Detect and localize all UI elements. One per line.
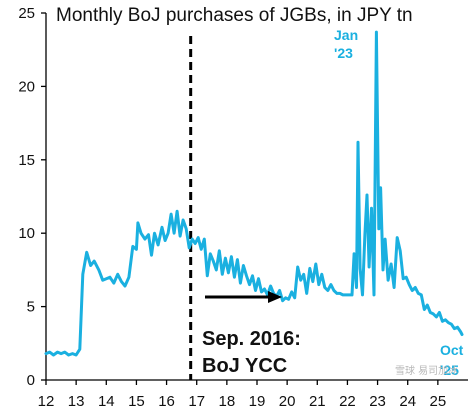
peak-annotation-line2: '23	[334, 45, 353, 61]
chart-title: Monthly BoJ purchases of JGBs, in JPY tn	[56, 5, 413, 26]
x-tick-label: 21	[309, 393, 326, 410]
x-tick-label: 16	[158, 393, 175, 410]
x-tick-label: 24	[399, 393, 416, 410]
x-tick-label: 25	[430, 393, 447, 410]
series-line-boj-jgb-purchases	[44, 30, 464, 357]
y-tick-label: 10	[18, 225, 35, 242]
x-tick-label: 15	[128, 393, 145, 410]
x-tick-label: 13	[68, 393, 85, 410]
ycc-annotation-line1: Sep. 2016:	[202, 328, 301, 350]
x-tick-label: 14	[98, 393, 115, 410]
x-tick-label: 12	[38, 393, 55, 410]
end-annotation-line2: '25	[440, 362, 459, 378]
peak-annotation-line1: Jan	[334, 27, 358, 43]
y-tick-label: 0	[27, 372, 35, 389]
end-annotation-line1: Oct	[440, 342, 464, 358]
y-tick-label: 25	[18, 5, 35, 22]
x-tick-label: 17	[188, 393, 205, 410]
y-tick-label: 5	[27, 299, 35, 316]
x-tick-label: 20	[279, 393, 296, 410]
y-tick-label: 15	[18, 152, 35, 169]
x-tick-label: 23	[369, 393, 386, 410]
x-tick-label: 19	[249, 393, 266, 410]
ycc-arrow	[205, 291, 282, 303]
ycc-annotation-line2: BoJ YCC	[202, 355, 287, 377]
watermark: 雪球 易司加冰	[395, 364, 458, 377]
ycc-arrow-head-icon	[268, 291, 282, 303]
x-axis: 12 13 14 15 16 17 18 19 20 21 22 23 24 25	[38, 379, 468, 410]
y-axis: 0 5 10 15 20 25	[18, 5, 47, 389]
x-tick-label: 22	[339, 393, 356, 410]
x-tick-label: 18	[219, 393, 236, 410]
y-tick-label: 20	[18, 78, 35, 95]
